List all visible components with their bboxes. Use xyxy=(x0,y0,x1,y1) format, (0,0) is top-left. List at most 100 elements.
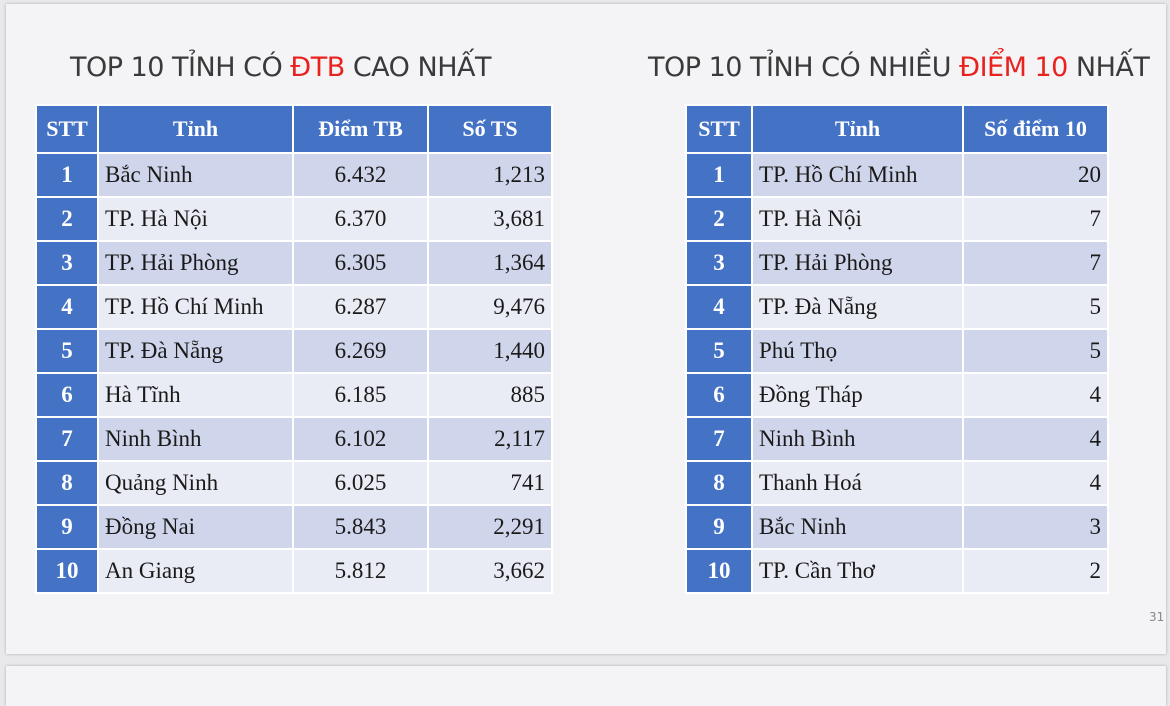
cell-province: TP. Hải Phòng xyxy=(751,240,964,286)
cell-avg-score: 6.025 xyxy=(292,460,429,506)
cell-province: TP. Hà Nội xyxy=(751,196,964,242)
table-row: 1 Bắc Ninh 6.432 1,213 xyxy=(35,152,553,198)
cell-province: Hà Tĩnh xyxy=(97,372,294,418)
right-title-prefix: TOP 10 TỈNH CÓ NHIỀU xyxy=(648,52,960,83)
cell-stt: 5 xyxy=(685,328,753,374)
cell-stt: 8 xyxy=(685,460,753,506)
cell-province: TP. Hồ Chí Minh xyxy=(751,152,964,198)
cell-candidates: 3,681 xyxy=(427,196,553,242)
cell-province: Bắc Ninh xyxy=(97,152,294,198)
top-avg-score-table: STT Tỉnh Điểm TB Số TS 1 Bắc Ninh 6.432 1,2… xyxy=(35,104,553,594)
cell-candidates: 1,364 xyxy=(427,240,553,286)
cell-avg-score: 6.305 xyxy=(292,240,429,286)
cell-province: Ninh Bình xyxy=(97,416,294,462)
table-row: 5 TP. Đà Nẵng 6.269 1,440 xyxy=(35,328,553,374)
cell-candidates: 2,291 xyxy=(427,504,553,550)
col-header-stt: STT xyxy=(685,104,753,154)
table-row: 2 TP. Hà Nội 6.370 3,681 xyxy=(35,196,553,242)
left-title-highlight: ĐTB xyxy=(290,52,345,83)
table-row: 10 TP. Cần Thơ 2 xyxy=(685,548,1109,594)
cell-stt: 9 xyxy=(685,504,753,550)
top-perfect-score-table: STT Tỉnh Số điểm 10 1 TP. Hồ Chí Minh 20 2 T… xyxy=(685,104,1109,594)
cell-stt: 10 xyxy=(685,548,753,594)
cell-candidates: 741 xyxy=(427,460,553,506)
cell-stt: 6 xyxy=(35,372,99,418)
slide: TOP 10 TỈNH CÓ ĐTB CAO NHẤT TOP 10 TỈNH … xyxy=(6,4,1166,654)
cell-avg-score: 6.432 xyxy=(292,152,429,198)
cell-province: Thanh Hoá xyxy=(751,460,964,506)
table-row: 5 Phú Thọ 5 xyxy=(685,328,1109,374)
table-header-row: STT Tỉnh Số điểm 10 xyxy=(685,104,1109,154)
table-row: 10 An Giang 5.812 3,662 xyxy=(35,548,553,594)
cell-perfect-count: 7 xyxy=(962,196,1109,242)
cell-province: An Giang xyxy=(97,548,294,594)
cell-perfect-count: 7 xyxy=(962,240,1109,286)
page-number: 31 xyxy=(1149,610,1165,624)
cell-stt: 2 xyxy=(685,196,753,242)
cell-province: TP. Hải Phòng xyxy=(97,240,294,286)
cell-avg-score: 6.287 xyxy=(292,284,429,330)
cell-avg-score: 6.185 xyxy=(292,372,429,418)
table-row: 9 Bắc Ninh 3 xyxy=(685,504,1109,550)
cell-province: Phú Thọ xyxy=(751,328,964,374)
table-row: 1 TP. Hồ Chí Minh 20 xyxy=(685,152,1109,198)
table-row: 4 TP. Đà Nẵng 5 xyxy=(685,284,1109,330)
table-row: 7 Ninh Bình 4 xyxy=(685,416,1109,462)
table-row: 3 TP. Hải Phòng 6.305 1,364 xyxy=(35,240,553,286)
cell-candidates: 9,476 xyxy=(427,284,553,330)
col-header-candidates: Số TS xyxy=(427,104,553,154)
col-header-province: Tỉnh xyxy=(751,104,964,154)
cell-stt: 2 xyxy=(35,196,99,242)
left-title-suffix: CAO NHẤT xyxy=(344,52,492,83)
cell-stt: 5 xyxy=(35,328,99,374)
cell-avg-score: 6.370 xyxy=(292,196,429,242)
col-header-perfect-count: Số điểm 10 xyxy=(962,104,1109,154)
col-header-avg-score: Điểm TB xyxy=(292,104,429,154)
cell-candidates: 2,117 xyxy=(427,416,553,462)
table-row: 4 TP. Hồ Chí Minh 6.287 9,476 xyxy=(35,284,553,330)
cell-province: Đồng Tháp xyxy=(751,372,964,418)
cell-province: TP. Cần Thơ xyxy=(751,548,964,594)
cell-stt: 7 xyxy=(35,416,99,462)
next-slide-edge xyxy=(6,666,1166,706)
cell-stt: 4 xyxy=(685,284,753,330)
cell-avg-score: 5.812 xyxy=(292,548,429,594)
cell-perfect-count: 4 xyxy=(962,416,1109,462)
cell-avg-score: 6.269 xyxy=(292,328,429,374)
cell-avg-score: 5.843 xyxy=(292,504,429,550)
table-row: 8 Thanh Hoá 4 xyxy=(685,460,1109,506)
cell-province: Quảng Ninh xyxy=(97,460,294,506)
cell-stt: 10 xyxy=(35,548,99,594)
cell-stt: 1 xyxy=(685,152,753,198)
left-table-title: TOP 10 TỈNH CÓ ĐTB CAO NHẤT xyxy=(70,52,491,83)
table-row: 6 Đồng Tháp 4 xyxy=(685,372,1109,418)
right-title-highlight: ĐIỂM 10 xyxy=(959,52,1068,83)
table-header-row: STT Tỉnh Điểm TB Số TS xyxy=(35,104,553,154)
cell-perfect-count: 5 xyxy=(962,284,1109,330)
table-row: 9 Đồng Nai 5.843 2,291 xyxy=(35,504,553,550)
col-header-province: Tỉnh xyxy=(97,104,294,154)
cell-perfect-count: 2 xyxy=(962,548,1109,594)
cell-stt: 8 xyxy=(35,460,99,506)
cell-stt: 3 xyxy=(35,240,99,286)
left-title-prefix: TOP 10 TỈNH CÓ xyxy=(70,52,291,83)
cell-province: TP. Hà Nội xyxy=(97,196,294,242)
cell-province: TP. Hồ Chí Minh xyxy=(97,284,294,330)
cell-perfect-count: 4 xyxy=(962,460,1109,506)
cell-stt: 7 xyxy=(685,416,753,462)
right-title-suffix: NHẤT xyxy=(1067,52,1150,83)
cell-candidates: 3,662 xyxy=(427,548,553,594)
table-row: 3 TP. Hải Phòng 7 xyxy=(685,240,1109,286)
right-table-title: TOP 10 TỈNH CÓ NHIỀU ĐIỂM 10 NHẤT xyxy=(648,52,1150,83)
cell-stt: 9 xyxy=(35,504,99,550)
cell-candidates: 1,213 xyxy=(427,152,553,198)
table-row: 8 Quảng Ninh 6.025 741 xyxy=(35,460,553,506)
cell-candidates: 885 xyxy=(427,372,553,418)
cell-province: Bắc Ninh xyxy=(751,504,964,550)
cell-avg-score: 6.102 xyxy=(292,416,429,462)
cell-province: TP. Đà Nẵng xyxy=(751,284,964,330)
cell-province: Đồng Nai xyxy=(97,504,294,550)
cell-perfect-count: 20 xyxy=(962,152,1109,198)
cell-province: TP. Đà Nẵng xyxy=(97,328,294,374)
cell-stt: 4 xyxy=(35,284,99,330)
